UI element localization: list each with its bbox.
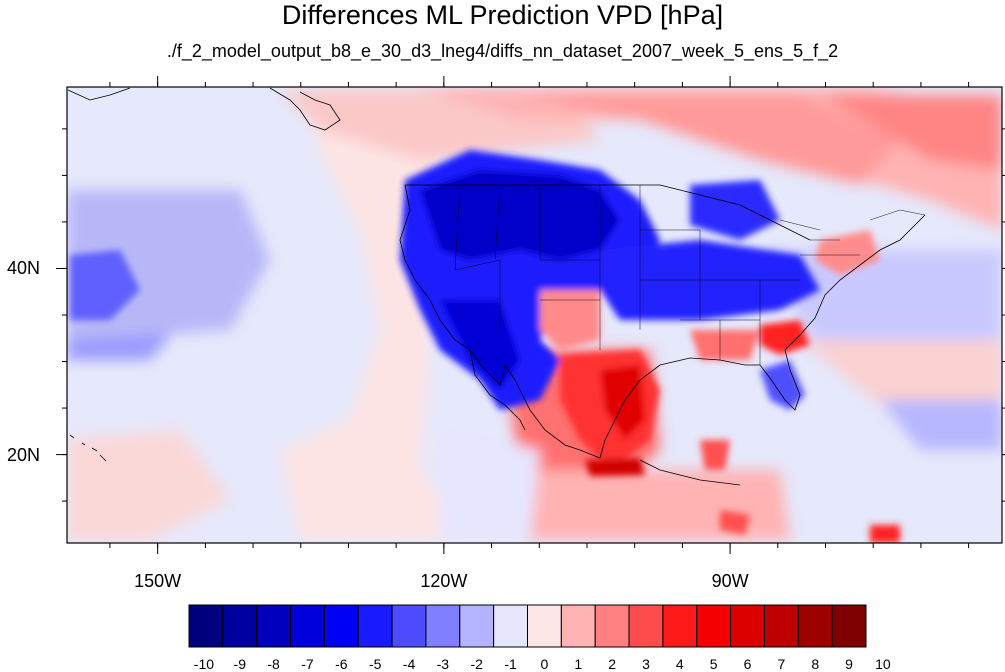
colorbar-swatch	[459, 604, 495, 648]
colorbar-tick-label: -9	[233, 656, 246, 672]
lat-label: 20N	[6, 444, 40, 465]
colorbar-swatch	[831, 604, 867, 648]
map-title: Differences ML Prediction VPD [hPa]	[281, 0, 724, 30]
colorbar-tick-label: -10	[193, 656, 215, 672]
colorbar-swatch	[560, 604, 596, 648]
colorbar-tick-label: 8	[811, 656, 820, 672]
colorbar-tick-label: 9	[845, 656, 853, 672]
colorbar-tick-label: 6	[743, 656, 752, 672]
colorbar-tick-label: -1	[504, 656, 517, 672]
colorbar-tick-label: 5	[709, 656, 718, 672]
colorbar-swatch	[730, 604, 765, 648]
alaska-coast	[67, 87, 341, 131]
hawaii-islands	[69, 434, 107, 462]
colorbar-swatch	[357, 604, 393, 648]
anomaly-field-sharp	[70, 150, 900, 543]
colorbar-swatch	[188, 604, 224, 648]
colorbar-swatch	[256, 604, 292, 648]
colorbar-tick-label: -2	[470, 656, 483, 672]
lon-label: 90W	[711, 571, 749, 591]
colorbar-tick-label: 4	[675, 656, 684, 672]
coastlines	[399, 184, 926, 486]
colorbar-swatch	[628, 604, 664, 648]
colorbar-tick-label: -7	[301, 656, 314, 672]
colorbar-tick-label: -3	[436, 656, 450, 672]
colorbar-tick-label: 2	[608, 656, 617, 672]
colorbar-swatch	[797, 604, 833, 648]
colorbar-tick-label: -6	[335, 656, 348, 672]
colorbar-swatch	[696, 604, 732, 648]
colorbar-tick-label: 0	[540, 656, 549, 672]
lat-label: 40N	[6, 258, 40, 279]
colorbar-tick-label: 10	[875, 656, 891, 672]
lon-label: 150W	[134, 571, 182, 591]
map-subtitle: ./f_2_model_output_b8_e_30_d3_lneg4/diff…	[166, 41, 839, 61]
state-borders	[454, 184, 926, 365]
colorbar-tick-label: 1	[574, 656, 583, 672]
colorbar-swatch	[290, 604, 325, 648]
colorbar-swatch	[323, 604, 359, 648]
colorbar	[188, 604, 867, 648]
lon-label: 120W	[420, 571, 468, 591]
colorbar-swatch	[425, 604, 461, 648]
colorbar-swatch	[527, 604, 562, 648]
colorbar-swatch	[391, 604, 427, 648]
colorbar-swatch	[763, 604, 799, 648]
colorbar-swatch	[662, 604, 698, 648]
colorbar-tick-label: -5	[368, 656, 382, 672]
colorbar-tick-label: 7	[777, 656, 786, 672]
colorbar-swatch	[594, 604, 630, 648]
colorbar-tick-label: -8	[267, 656, 280, 672]
colorbar-tick-label: -4	[402, 656, 416, 672]
colorbar-tick-label: 3	[642, 656, 650, 672]
colorbar-swatch	[493, 604, 528, 648]
colorbar-swatch	[222, 604, 258, 648]
